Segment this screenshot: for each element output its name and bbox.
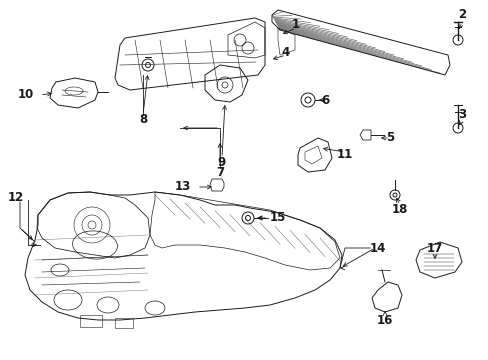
Text: 16: 16 bbox=[376, 314, 392, 327]
Text: 17: 17 bbox=[426, 242, 442, 255]
Text: 6: 6 bbox=[320, 94, 328, 107]
Text: 14: 14 bbox=[369, 242, 386, 255]
Text: 15: 15 bbox=[269, 211, 285, 225]
Text: 12: 12 bbox=[8, 192, 24, 204]
Text: 4: 4 bbox=[281, 45, 289, 58]
Text: 9: 9 bbox=[218, 157, 225, 170]
Text: 10: 10 bbox=[18, 89, 34, 102]
Text: 1: 1 bbox=[291, 18, 300, 31]
Text: 11: 11 bbox=[336, 148, 352, 162]
Text: 5: 5 bbox=[385, 131, 393, 144]
Text: 2: 2 bbox=[457, 9, 465, 22]
Text: 8: 8 bbox=[139, 113, 147, 126]
Text: 18: 18 bbox=[391, 203, 407, 216]
Text: 7: 7 bbox=[216, 166, 224, 180]
Text: 13: 13 bbox=[175, 180, 191, 193]
Text: 3: 3 bbox=[457, 108, 465, 121]
